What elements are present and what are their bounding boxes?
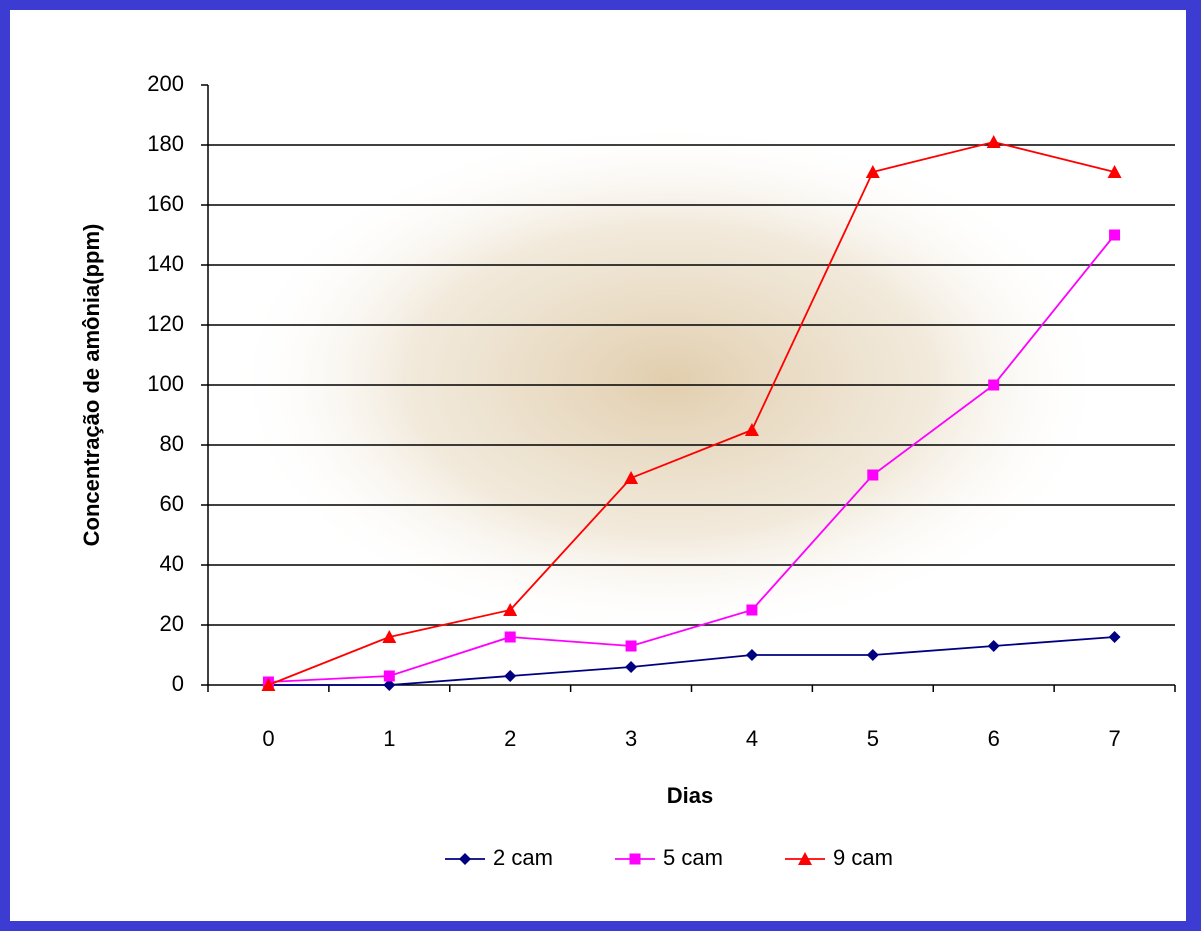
y-tick-label: 200 xyxy=(147,71,184,96)
series-line xyxy=(268,141,1115,686)
x-tick-label: 0 xyxy=(262,726,274,751)
data-point xyxy=(866,649,879,661)
x-tick-label: 5 xyxy=(867,726,879,751)
y-tick-label: 20 xyxy=(160,611,184,636)
x-tick-label: 6 xyxy=(988,726,1000,751)
legend-label: 2 cam xyxy=(493,845,553,870)
y-tick-label: 120 xyxy=(147,311,184,336)
x-tick-label: 1 xyxy=(383,726,395,751)
data-point xyxy=(503,603,518,616)
legend-marker xyxy=(459,853,471,865)
data-point xyxy=(1108,631,1121,643)
y-tick-label: 60 xyxy=(160,491,184,516)
data-point xyxy=(625,640,637,652)
data-point xyxy=(987,640,1000,652)
x-tick-label: 2 xyxy=(504,726,516,751)
data-point xyxy=(261,678,276,691)
legend-label: 5 cam xyxy=(663,845,723,870)
series-line xyxy=(268,234,1116,683)
data-point xyxy=(988,379,1000,391)
data-point xyxy=(744,423,759,436)
y-tick-label: 0 xyxy=(172,671,184,696)
data-point xyxy=(383,670,395,682)
data-point xyxy=(745,649,758,661)
y-tick-label: 140 xyxy=(147,251,184,276)
y-tick-label: 160 xyxy=(147,191,184,216)
data-point xyxy=(1107,165,1122,178)
legend-marker xyxy=(798,852,812,865)
data-point xyxy=(382,630,397,643)
data-point xyxy=(746,604,758,616)
data-point xyxy=(504,670,517,682)
data-point xyxy=(986,135,1001,148)
data-point xyxy=(1109,229,1121,241)
data-point xyxy=(625,661,638,673)
data-point xyxy=(383,679,396,691)
y-tick-label: 80 xyxy=(160,431,184,456)
y-tick-label: 40 xyxy=(160,551,184,576)
background-image xyxy=(230,120,1110,640)
series-line xyxy=(268,636,1115,686)
data-point xyxy=(624,471,639,484)
legend-marker xyxy=(629,853,641,865)
data-point xyxy=(867,469,879,481)
legend-label: 9 cam xyxy=(833,845,893,870)
x-tick-label: 4 xyxy=(746,726,758,751)
x-tick-label: 7 xyxy=(1108,726,1120,751)
y-tick-label: 100 xyxy=(147,371,184,396)
data-point xyxy=(865,165,880,178)
y-axis-title: Concentração de amônia(ppm) xyxy=(79,224,104,547)
y-tick-label: 180 xyxy=(147,131,184,156)
x-tick-label: 3 xyxy=(625,726,637,751)
data-point xyxy=(504,631,516,643)
x-axis-title: Dias xyxy=(667,783,713,808)
